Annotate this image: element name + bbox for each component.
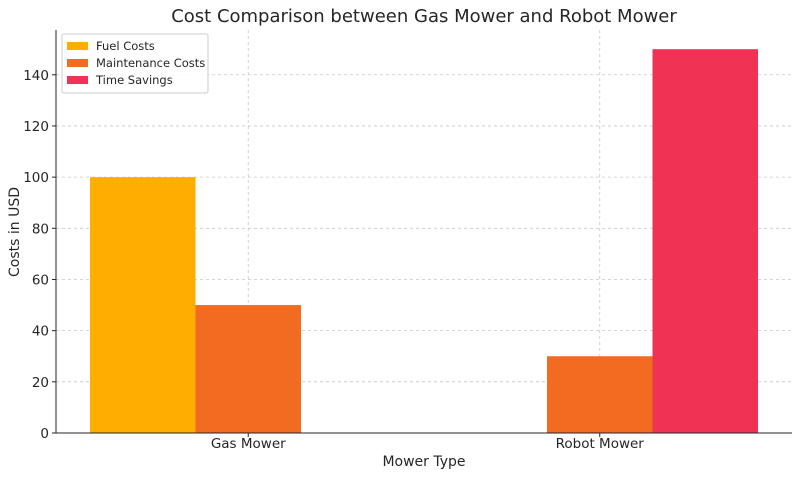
y-tick-label: 60 [32,272,49,288]
legend: Fuel Costs Maintenance Costs Time Savings [61,33,209,94]
x-ticks: Gas Mower Robot Mower [211,433,645,452]
bar [195,305,301,433]
legend-swatch [67,76,88,84]
bar [652,49,758,433]
legend-label: Time Savings [95,73,173,87]
y-tick-label: 40 [32,324,49,340]
legend-swatch [67,59,88,67]
bar [90,177,196,433]
y-axis-label: Costs in USD [7,187,23,277]
axes [55,30,792,434]
y-ticks: 0 20 40 60 80 100 120 140 [23,68,56,442]
legend-label: Maintenance Costs [96,56,205,70]
legend-box [61,33,209,94]
y-tick-label: 20 [32,375,49,391]
chart-title: Cost Comparison between Gas Mower and Ro… [171,6,677,27]
y-tick-label: 100 [23,170,49,186]
legend-swatch [67,42,88,50]
bars [90,49,758,433]
y-tick-label: 80 [32,221,49,237]
bar [547,356,653,433]
x-axis-label: Mower Type [382,454,465,470]
y-tick-label: 140 [23,68,49,84]
y-tick-label: 0 [40,426,49,442]
y-tick-label: 120 [23,119,49,135]
legend-label: Fuel Costs [96,39,155,53]
x-tick-label: Robot Mower [556,436,645,452]
x-tick-label: Gas Mower [211,436,286,452]
